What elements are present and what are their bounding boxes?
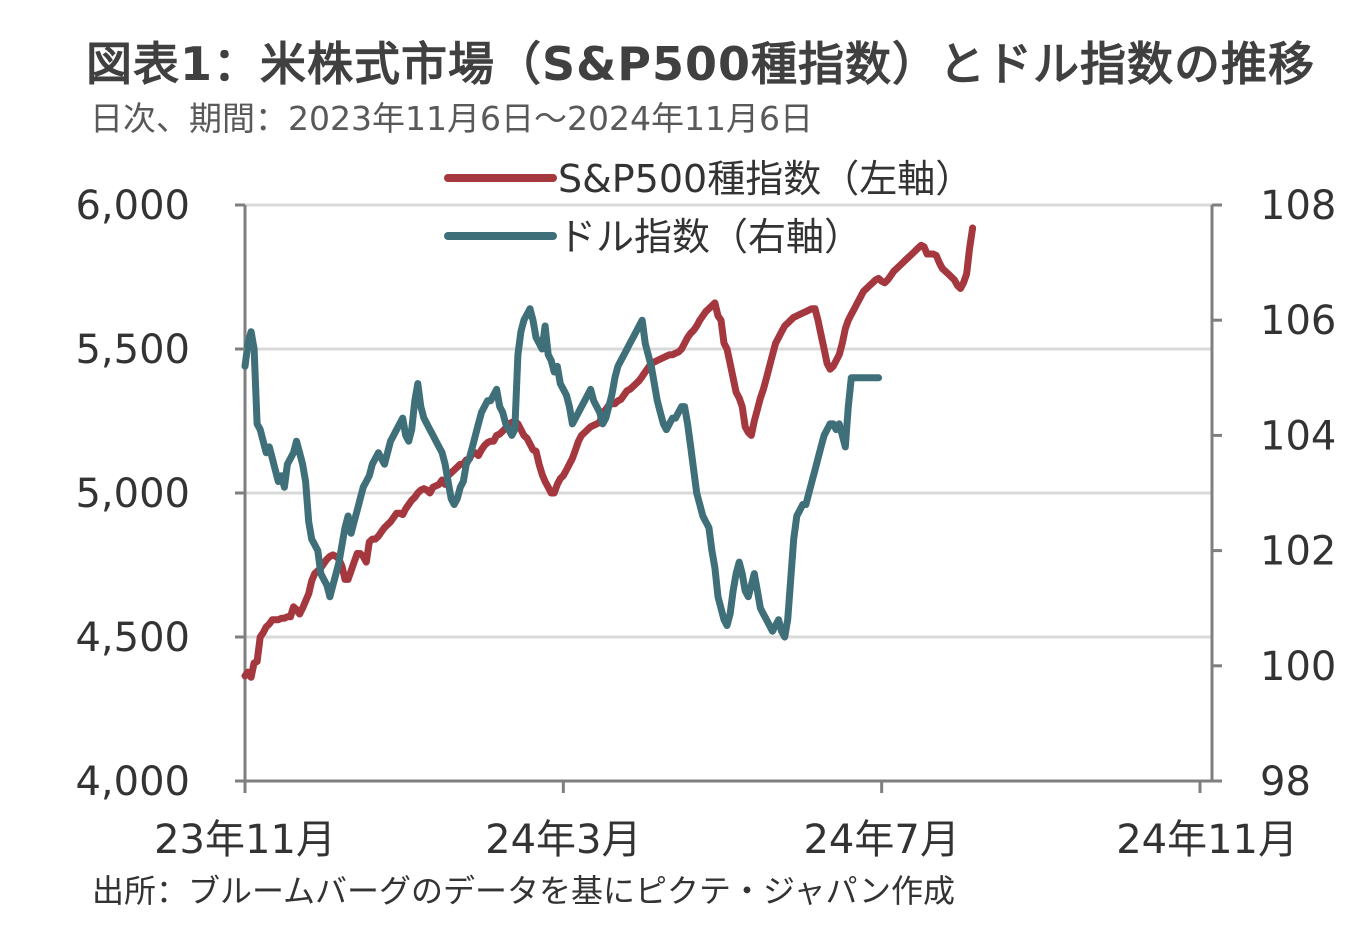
right-axis-ticks: 98 100 102 104 106 108 (1212, 183, 1336, 805)
x-tick-label-1: 24年3月 (485, 817, 641, 863)
right-tick-label-1: 100 (1260, 644, 1336, 690)
series-line-sp500 (241, 224, 977, 681)
left-tick-label-4: 6,000 (75, 183, 190, 229)
legend: S&P500種指数（左軸） ドル指数（右軸） (444, 157, 973, 259)
x-tick-label-0: 23年11月 (154, 817, 336, 863)
right-tick-label-4: 106 (1260, 298, 1336, 344)
right-tick-label-0: 98 (1260, 759, 1311, 805)
right-tick-label-2: 102 (1260, 529, 1336, 575)
gridlines (245, 203, 1212, 639)
x-axis-ticks: 23年11月 24年3月 24年7月 24年11月 (154, 781, 1298, 863)
left-tick-label-2: 5,000 (75, 471, 190, 517)
series-line-dollar-index (241, 305, 883, 641)
source-note: 出所：ブルームバーグのデータを基にピクテ・ジャパン作成 (92, 872, 956, 910)
left-tick-label-1: 4,500 (75, 615, 190, 661)
legend-label-1: ドル指数（右軸） (558, 215, 862, 259)
left-axis-ticks: 4,000 4,500 5,000 5,500 6,000 (75, 183, 245, 805)
legend-label-0: S&P500種指数（左軸） (558, 157, 973, 201)
x-tick-label-3: 24年11月 (1116, 817, 1298, 863)
right-tick-label-3: 104 (1260, 413, 1336, 459)
chart-title: 図表1：米株式市場（S&P500種指数）とドル指数の推移 (86, 37, 1315, 91)
right-tick-label-5: 108 (1260, 183, 1336, 229)
left-tick-label-0: 4,000 (75, 759, 190, 805)
left-tick-label-3: 5,500 (75, 327, 190, 373)
chart-subtitle: 日次、期間：2023年11月6日～2024年11月6日 (90, 99, 813, 138)
x-tick-label-2: 24年7月 (803, 817, 959, 863)
series-lines (241, 224, 977, 681)
